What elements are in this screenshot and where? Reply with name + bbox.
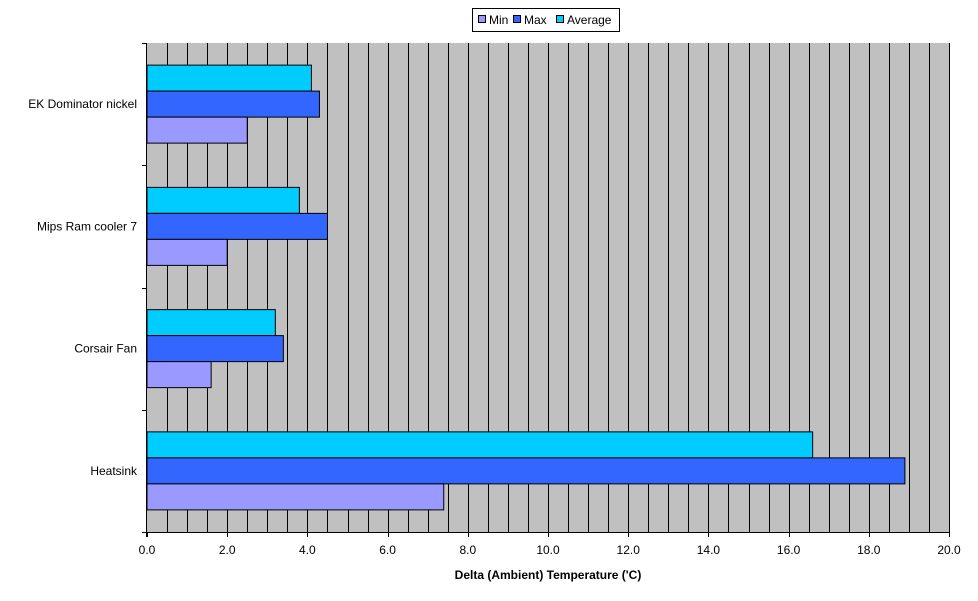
bar-average-mips-ram-cooler-7 (146, 186, 300, 214)
legend-label-max: Max (524, 13, 547, 27)
bar-min-heatsink (146, 483, 445, 511)
bar-max-ek-dominator-nickel (146, 90, 320, 118)
bars (146, 64, 906, 511)
legend: Min Max Average (472, 8, 620, 32)
bar-max-mips-ram-cooler-7 (146, 212, 328, 240)
x-tick-label: 2.0 (219, 543, 236, 557)
bar-average-corsair-fan (146, 309, 276, 337)
legend-label-average: Average (567, 13, 612, 27)
x-axis-title: Delta (Ambient) Temperature ('C) (455, 568, 642, 582)
bar-average-heatsink (146, 431, 814, 459)
legend-swatch-min (478, 15, 486, 23)
bar-min-ek-dominator-nickel (146, 116, 248, 144)
x-tick-label: 14.0 (697, 543, 721, 557)
bar-max-corsair-fan (146, 335, 284, 363)
x-tick-label: 10.0 (536, 543, 560, 557)
y-tick-label: Mips Ram cooler 7 (37, 219, 137, 233)
x-tick-label: 6.0 (379, 543, 396, 557)
legend-box (472, 8, 620, 32)
legend-label-min: Min (489, 13, 508, 27)
axes (142, 43, 950, 537)
x-tick-label: 8.0 (459, 543, 476, 557)
x-tick-label: 20.0 (937, 543, 961, 557)
legend-swatch-average (556, 15, 564, 23)
legend-swatch-max (513, 15, 521, 23)
x-tick-label: 18.0 (857, 543, 881, 557)
x-tick-label: 0.0 (139, 543, 156, 557)
y-tick-label: Corsair Fan (74, 342, 137, 356)
x-tick-labels: 0.0 2.0 4.0 6.0 8.0 10.0 12.0 14.0 16.0 18.0 20.0 (139, 543, 961, 557)
bar-min-corsair-fan (146, 361, 212, 389)
x-tick-label: 12.0 (617, 543, 641, 557)
y-tick-labels: Heatsink Corsair Fan Mips Ram cooler 7 EK D… (28, 97, 138, 478)
y-tick-label: Heatsink (90, 464, 138, 478)
bar-average-ek-dominator-nickel (146, 64, 312, 92)
bar-min-mips-ram-cooler-7 (146, 238, 228, 266)
bar-max-heatsink (146, 457, 906, 485)
y-tick-label: EK Dominator nickel (28, 97, 137, 111)
x-tick-label: 4.0 (299, 543, 316, 557)
x-tick-label: 16.0 (777, 543, 801, 557)
